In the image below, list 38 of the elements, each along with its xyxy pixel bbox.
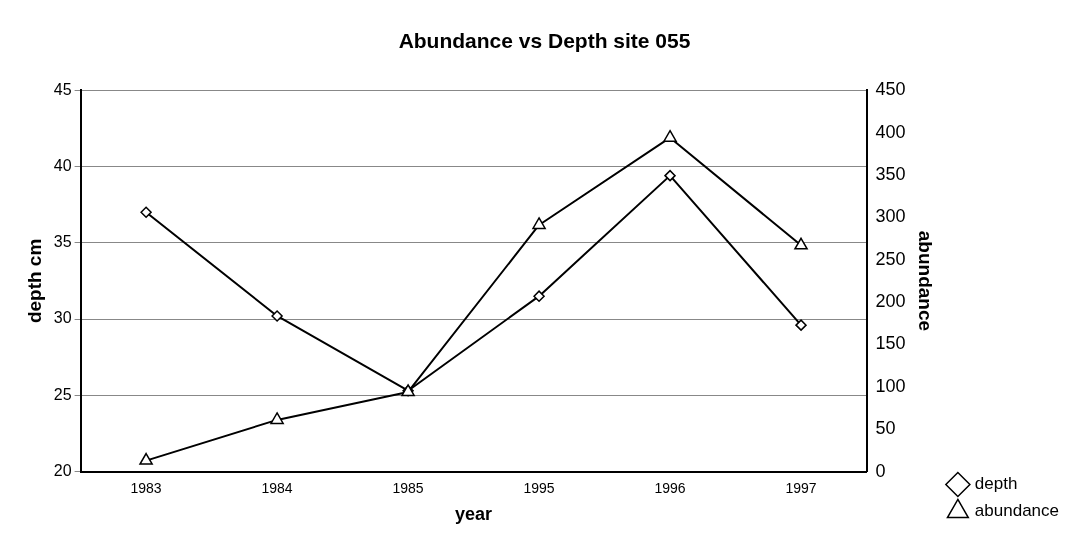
x-tick-label: 1995	[523, 479, 555, 496]
chart-title: Abundance vs Depth site 055	[398, 29, 691, 53]
y2-tick-label: 0	[875, 460, 886, 481]
point	[533, 290, 545, 302]
y2-tick-label: 50	[875, 418, 896, 439]
x-tick-label: 1997	[785, 479, 817, 496]
x-tick-label: 1996	[654, 479, 686, 496]
y-tick-label: 25	[53, 385, 72, 403]
legend-label: depth	[974, 474, 1018, 494]
x-tick-label: 1984	[261, 479, 293, 496]
x-axis-title: year	[455, 504, 493, 525]
y-axis-title: depth cm	[23, 238, 45, 324]
y2-tick-label: 450	[875, 79, 906, 100]
y2-tick-label: 100	[875, 375, 906, 396]
y2-tick-label: 400	[875, 121, 906, 142]
x-tick-label: 1985	[392, 479, 424, 496]
point	[140, 206, 152, 218]
point	[663, 129, 677, 142]
point	[795, 319, 807, 331]
point	[139, 452, 153, 465]
y2-tick-label: 300	[875, 206, 906, 227]
point	[794, 237, 808, 250]
y2-axis-title: abundance	[914, 230, 936, 332]
point	[664, 169, 676, 182]
y-tick-label: 20	[53, 462, 72, 480]
point	[271, 310, 283, 322]
y-tick-label: 40	[53, 156, 72, 174]
y2-tick-label: 200	[875, 291, 906, 312]
y-tick-label: 45	[53, 80, 72, 98]
point	[270, 412, 284, 425]
y2-tick-label: 150	[875, 333, 906, 354]
point	[532, 217, 546, 230]
y2-tick-label: 250	[875, 248, 906, 269]
y2-tick-label: 350	[875, 163, 906, 184]
y-tick-label: 30	[53, 309, 72, 327]
x-tick-label: 1983	[130, 479, 162, 496]
y-tick-label: 35	[53, 233, 72, 251]
legend-label: abundance	[974, 501, 1059, 521]
